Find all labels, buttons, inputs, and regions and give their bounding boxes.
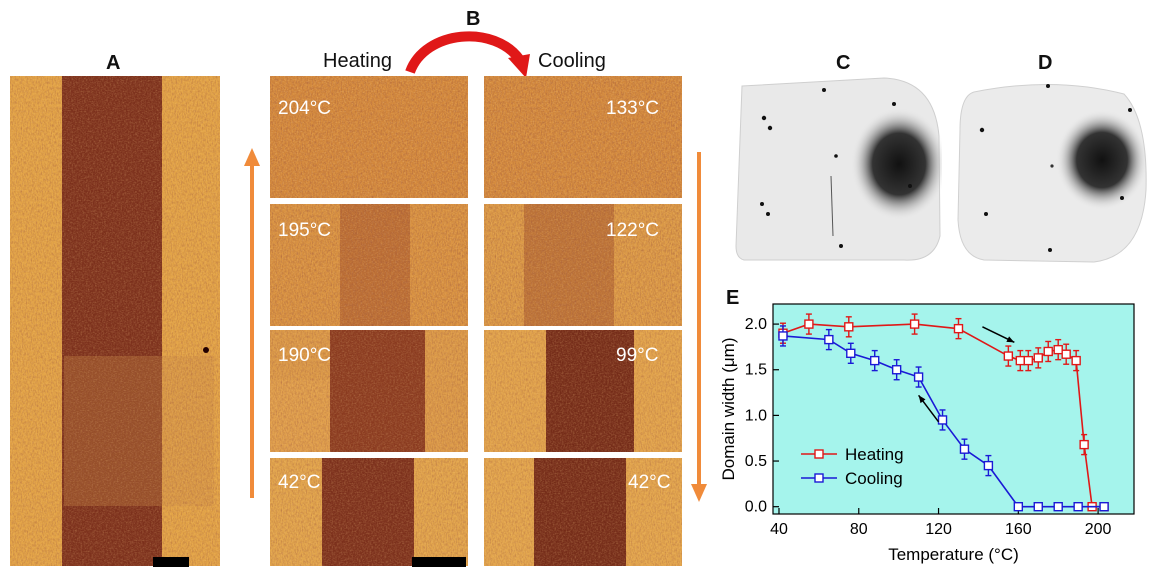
data-point-cooling bbox=[870, 355, 880, 366]
data-point-heating bbox=[1079, 439, 1089, 450]
data-point-heating bbox=[1033, 353, 1043, 363]
panel-label-e: E bbox=[726, 287, 740, 309]
data-point-heating bbox=[1071, 355, 1081, 366]
cooling-temp-label: 42°C bbox=[628, 472, 671, 493]
cooling-tile-2 bbox=[484, 204, 682, 326]
cooling-header: Cooling bbox=[538, 50, 606, 72]
y-tick-label: 2.0 bbox=[745, 316, 767, 333]
legend-label: Cooling bbox=[845, 469, 903, 488]
heating-up-arrow-icon bbox=[244, 148, 260, 498]
y-tick-label: 0.5 bbox=[745, 453, 767, 470]
data-point-cooling bbox=[959, 444, 970, 454]
diffraction-image-d bbox=[954, 80, 1148, 264]
heating-temp-label: 204°C bbox=[278, 98, 332, 119]
x-axis-label: Temperature (°C) bbox=[888, 545, 1019, 564]
domain-width-chart: 40 80 120 160 200 0.0 0.5 1.0 1.5 2.0 Temperature … bbox=[720, 303, 1135, 564]
data-point-cooling bbox=[1033, 501, 1043, 512]
x-tick-label: 40 bbox=[770, 521, 788, 538]
x-tick-label: 120 bbox=[925, 521, 952, 538]
cooling-tile-3 bbox=[484, 330, 682, 452]
heating-tile-4 bbox=[270, 458, 468, 566]
cooling-tile-1 bbox=[484, 76, 682, 198]
heating-temp-label: 42°C bbox=[278, 472, 321, 493]
data-point-heating bbox=[844, 322, 854, 332]
series-line-heating bbox=[782, 323, 1105, 508]
data-point-cooling bbox=[1053, 501, 1063, 512]
y-axis-label: Domain width (μm) bbox=[720, 338, 738, 481]
panel-label-b: B bbox=[466, 8, 481, 30]
curved-arrow-icon bbox=[405, 31, 530, 78]
data-point-cooling bbox=[778, 331, 788, 341]
data-point-cooling bbox=[913, 372, 924, 382]
data-point-cooling bbox=[983, 460, 994, 471]
panel-label-a: A bbox=[106, 52, 121, 74]
data-point-heating bbox=[1003, 351, 1014, 361]
data-point-cooling bbox=[1099, 501, 1109, 512]
x-tick-label: 160 bbox=[1005, 521, 1032, 538]
y-tick-label: 1.5 bbox=[745, 362, 767, 379]
data-point-cooling bbox=[1073, 501, 1083, 512]
data-point-cooling bbox=[891, 365, 902, 375]
data-point-heating bbox=[953, 323, 964, 334]
cooling-temp-label: 122°C bbox=[606, 220, 660, 241]
legend-marker bbox=[814, 473, 824, 483]
diffraction-image-c bbox=[734, 76, 942, 262]
x-tick-label: 80 bbox=[850, 521, 868, 538]
data-point-heating bbox=[804, 319, 814, 329]
heating-tile-3 bbox=[270, 330, 468, 452]
panel-label-c: C bbox=[836, 52, 851, 74]
data-point-cooling bbox=[846, 348, 856, 359]
heating-temp-label: 195°C bbox=[278, 220, 332, 241]
data-point-heating bbox=[1023, 355, 1033, 366]
data-point-heating bbox=[1053, 344, 1063, 355]
heating-header: Heating bbox=[323, 50, 392, 72]
scale-bar-a bbox=[153, 557, 189, 567]
heating-temp-label: 190°C bbox=[278, 345, 332, 366]
domain-image-a bbox=[10, 76, 220, 566]
panel-label-d: D bbox=[1038, 52, 1053, 74]
cooling-tile-4 bbox=[484, 458, 682, 566]
heating-tile-1 bbox=[270, 76, 468, 198]
data-point-cooling bbox=[937, 415, 948, 425]
cooling-temp-label: 133°C bbox=[606, 98, 660, 119]
data-point-heating bbox=[1015, 355, 1026, 366]
data-point-heating bbox=[909, 319, 920, 329]
x-tick-label: 200 bbox=[1085, 521, 1112, 538]
scale-bar-b bbox=[412, 557, 466, 567]
data-point-cooling bbox=[1013, 501, 1024, 512]
heating-direction-arrow-icon-head bbox=[1006, 336, 1015, 343]
data-point-cooling bbox=[824, 334, 834, 345]
y-tick-label: 0.0 bbox=[745, 499, 767, 516]
y-tick-label: 1.0 bbox=[745, 407, 767, 424]
cooling-temp-label: 99°C bbox=[616, 345, 659, 366]
cooling-direction-arrow-icon-head bbox=[918, 395, 926, 404]
legend-marker bbox=[814, 449, 824, 459]
legend-label: Heating bbox=[845, 445, 904, 464]
cooling-down-arrow-icon bbox=[691, 152, 707, 502]
data-point-heating bbox=[1061, 349, 1071, 359]
heating-tile-2 bbox=[270, 204, 468, 326]
data-point-heating bbox=[1043, 346, 1053, 357]
